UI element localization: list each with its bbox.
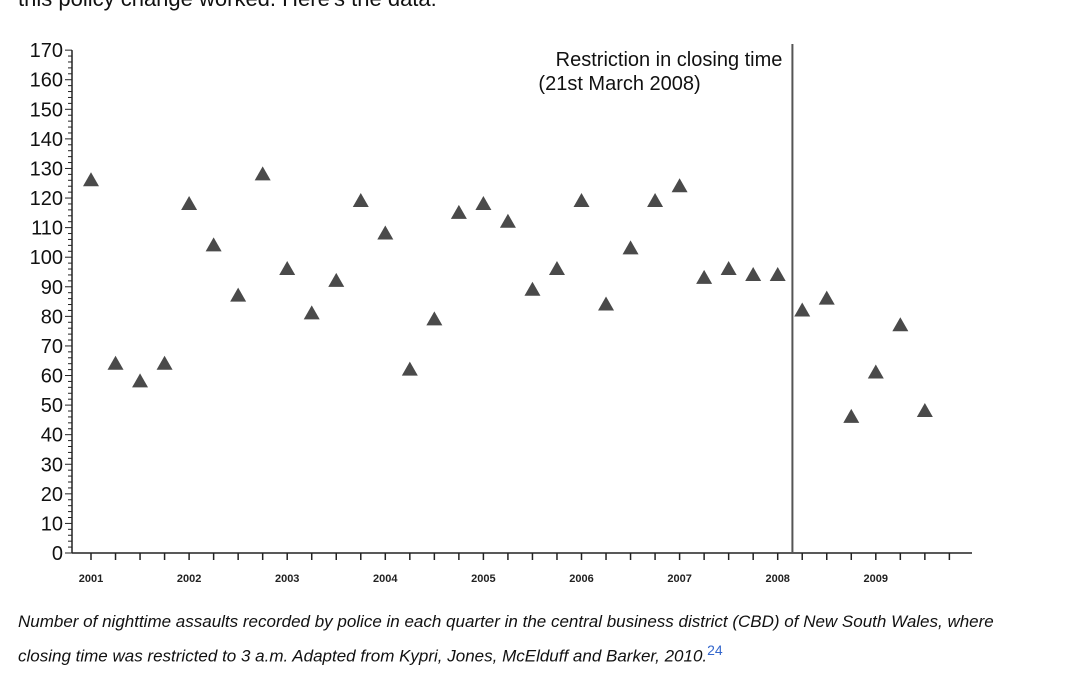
triangle-marker	[720, 261, 737, 276]
y-tick-label: 70	[41, 336, 63, 358]
triangle-marker	[254, 166, 271, 181]
x-tick-label: 2001	[79, 573, 103, 585]
triangle-marker	[573, 192, 590, 207]
triangle-marker	[279, 261, 296, 276]
triangle-marker	[524, 281, 541, 296]
triangle-marker	[892, 317, 909, 332]
triangle-marker	[377, 225, 394, 240]
triangle-marker	[156, 355, 173, 370]
triangle-marker	[181, 195, 198, 210]
data-points	[83, 166, 933, 423]
caption-text: Number of nighttime assaults recorded by…	[18, 612, 994, 666]
annotation-line-1: Restriction in closing time	[556, 49, 783, 71]
y-tick-label: 20	[41, 484, 63, 506]
x-tick-label: 2003	[275, 573, 299, 585]
y-tick-label: 50	[41, 395, 63, 417]
y-tick-label: 0	[52, 543, 63, 565]
y-tick-label: 90	[41, 277, 63, 299]
y-tick-label: 110	[31, 218, 63, 240]
x-tick-label: 2008	[765, 573, 789, 585]
y-tick-label: 100	[30, 247, 63, 269]
y-tick-label: 80	[41, 306, 63, 328]
y-tick-label: 10	[41, 513, 63, 535]
triangle-marker	[475, 195, 492, 210]
triangle-marker	[230, 287, 247, 302]
y-axis-ticks: 0 10 20 30 40 50 60 70 80 90 100 110 120 130 140 150 160…	[30, 40, 72, 565]
y-tick-label: 120	[30, 188, 63, 210]
triangle-marker	[107, 355, 124, 370]
annotation-line-2: (21st March 2008)	[538, 73, 700, 95]
x-tick-label: 2009	[864, 573, 888, 585]
triangle-marker	[83, 172, 99, 187]
triangle-marker	[450, 204, 467, 219]
triangle-marker	[352, 192, 369, 207]
y-tick-label: 130	[30, 158, 63, 180]
triangle-marker	[671, 178, 688, 193]
y-tick-label: 30	[41, 454, 63, 476]
x-tick-label: 2005	[471, 573, 495, 585]
y-tick-label: 40	[41, 425, 63, 447]
triangle-marker	[696, 269, 713, 284]
triangle-marker	[843, 408, 860, 423]
figure-caption: Number of nighttime assaults recorded by…	[18, 608, 1018, 671]
footnote-link[interactable]: 24	[707, 642, 723, 658]
triangle-marker	[916, 403, 933, 418]
triangle-marker	[205, 237, 222, 252]
triangle-marker	[745, 266, 762, 281]
chart-axes	[71, 50, 972, 554]
triangle-marker	[499, 213, 516, 228]
triangle-marker	[794, 302, 811, 317]
triangle-marker	[867, 364, 884, 379]
x-tick-label: 2007	[667, 573, 691, 585]
triangle-marker	[303, 305, 320, 320]
x-tick-label: 2006	[569, 573, 593, 585]
x-tick-label: 2004	[373, 573, 398, 585]
closing-time-reference: Restriction in closing time(21st March 2…	[538, 44, 794, 553]
y-tick-label: 170	[30, 40, 63, 62]
x-axis-ticks: 2001 2002 2003 2004 2005 2006 2007 2008 2009	[79, 553, 951, 585]
y-tick-label: 150	[30, 99, 63, 121]
y-tick-label: 160	[30, 70, 63, 92]
intro-text-fragment: this policy change worked. Here's the da…	[18, 0, 437, 12]
x-tick-label: 2002	[177, 573, 201, 585]
assaults-scatter-chart: 0 10 20 30 40 50 60 70 80 90 100 110 120 130 140 150 160…	[30, 40, 972, 585]
triangle-marker	[328, 272, 345, 287]
triangle-marker	[598, 296, 615, 311]
y-tick-label: 140	[30, 129, 63, 151]
y-tick-label: 60	[41, 366, 63, 388]
triangle-marker	[818, 290, 835, 305]
triangle-marker	[132, 373, 149, 388]
triangle-marker	[426, 311, 443, 326]
triangle-marker	[401, 361, 418, 376]
triangle-marker	[548, 261, 565, 276]
triangle-marker	[622, 240, 639, 255]
triangle-marker	[769, 266, 786, 281]
triangle-marker	[647, 192, 664, 207]
